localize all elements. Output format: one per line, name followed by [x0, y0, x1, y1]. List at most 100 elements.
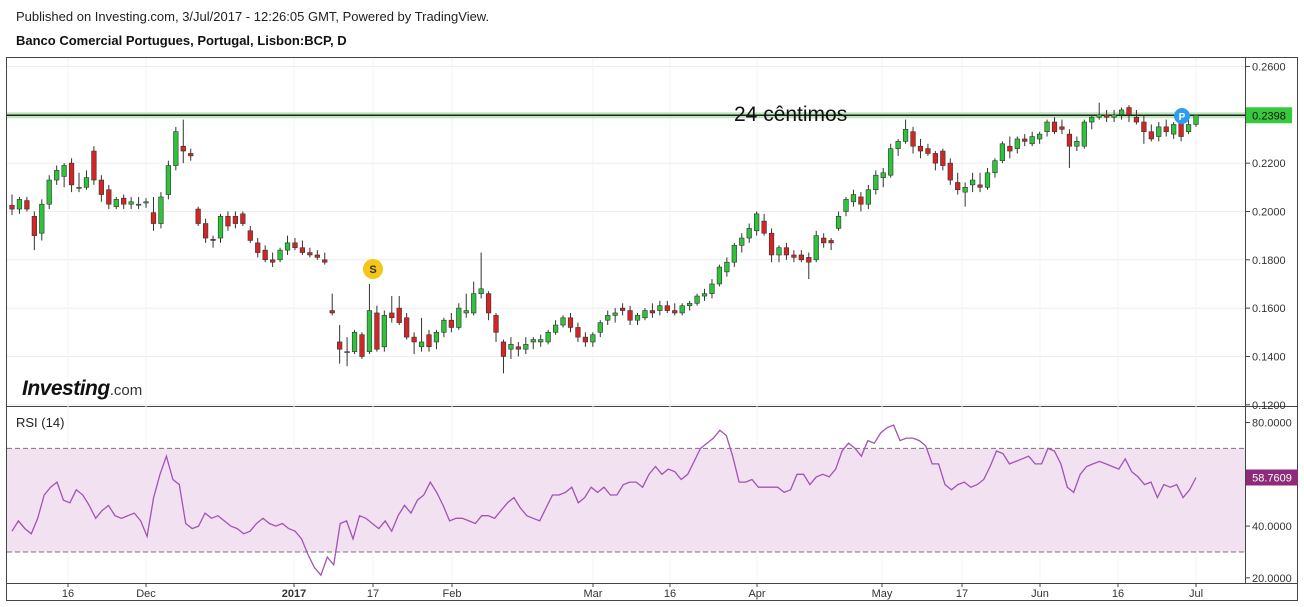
candle-body	[992, 160, 998, 174]
candle	[83, 170, 90, 190]
candle	[232, 211, 239, 229]
candle	[754, 211, 760, 236]
candle-body	[538, 339, 544, 343]
candle	[761, 213, 767, 236]
candle	[850, 189, 857, 207]
candle	[530, 337, 536, 350]
candle-body	[98, 179, 104, 195]
candle-body	[426, 334, 432, 348]
split-marker[interactable]: S	[363, 259, 383, 279]
candle	[493, 312, 499, 342]
time-tick-label: Jul	[1189, 588, 1203, 600]
candle	[366, 283, 373, 355]
split-marker-circle[interactable]	[363, 259, 383, 279]
candle-body	[1037, 133, 1043, 140]
candle	[322, 252, 328, 265]
candle-body	[1066, 133, 1073, 147]
time-tick-label: 16	[664, 588, 676, 600]
rsi-band	[7, 448, 1245, 552]
last-price-tag: 0.2398	[1246, 107, 1292, 124]
candle	[806, 252, 812, 280]
candle	[359, 332, 365, 359]
candle-body	[456, 307, 462, 328]
candle	[203, 218, 209, 243]
candle	[746, 223, 752, 243]
candle-body	[969, 179, 976, 186]
candle	[947, 158, 953, 185]
candle	[1037, 131, 1043, 144]
candle-body	[776, 247, 782, 256]
candle	[210, 235, 216, 248]
candle-body	[880, 172, 886, 178]
candle	[1126, 105, 1132, 123]
candle	[672, 303, 678, 316]
last-rsi-tag-bg	[1246, 469, 1298, 486]
candle-body	[411, 336, 417, 343]
price-tick-label: 0.1400	[1252, 351, 1286, 363]
candle	[1074, 136, 1080, 152]
candle	[374, 305, 380, 352]
candle	[873, 170, 879, 195]
candle-body	[128, 201, 134, 205]
candle	[828, 238, 834, 251]
last-marker-circle[interactable]	[1174, 108, 1190, 124]
candle	[195, 206, 201, 226]
candle-body	[448, 319, 454, 328]
candle-body	[113, 199, 119, 207]
candle	[865, 184, 871, 210]
time-tick-label: 16	[1112, 588, 1124, 600]
candle-body	[46, 179, 52, 205]
time-tick-label: 17	[956, 588, 968, 600]
candle	[567, 312, 574, 333]
candle	[508, 337, 514, 359]
candle	[1096, 102, 1102, 120]
candle	[113, 196, 119, 210]
candle-body	[1059, 126, 1065, 130]
candle-body	[672, 310, 678, 314]
candle-body	[754, 213, 760, 232]
candle	[552, 320, 559, 335]
price-tick-label: 0.1200	[1252, 400, 1286, 412]
candle	[1111, 109, 1117, 123]
candle	[135, 196, 142, 210]
candle	[76, 172, 82, 193]
candle-body	[381, 315, 387, 348]
candle-body	[597, 322, 603, 333]
candle-body	[270, 259, 276, 263]
candle	[1156, 122, 1162, 142]
candle-body	[83, 177, 90, 188]
time-tick-label: 16	[62, 588, 74, 600]
candle-body	[1014, 138, 1020, 149]
candle-body	[783, 247, 790, 256]
candle-body	[121, 197, 127, 205]
candle	[188, 148, 194, 161]
candle-body	[299, 247, 306, 253]
candle	[128, 196, 134, 210]
candle-body	[545, 331, 551, 343]
candle	[121, 194, 127, 210]
candle-body	[888, 148, 894, 176]
candle	[1022, 134, 1028, 147]
candle	[716, 264, 723, 287]
candle	[701, 288, 708, 301]
candle	[299, 240, 306, 255]
candle	[679, 303, 685, 316]
candle	[902, 119, 909, 144]
last-marker[interactable]: P	[1174, 108, 1190, 124]
candle	[381, 310, 387, 352]
candle	[180, 119, 186, 164]
candle-body	[947, 162, 953, 181]
candle	[612, 308, 618, 323]
candle	[657, 300, 663, 316]
candle-body	[1148, 131, 1154, 140]
candle-body	[463, 310, 469, 314]
candle	[969, 172, 976, 193]
candle-body	[135, 203, 142, 206]
candle-body	[1074, 141, 1080, 147]
candle	[664, 300, 670, 313]
candle-body	[165, 165, 171, 195]
last-rsi-label: 58.7609	[1252, 473, 1292, 485]
price-tick-label: 0.1800	[1252, 255, 1286, 267]
candle-body	[232, 215, 239, 224]
